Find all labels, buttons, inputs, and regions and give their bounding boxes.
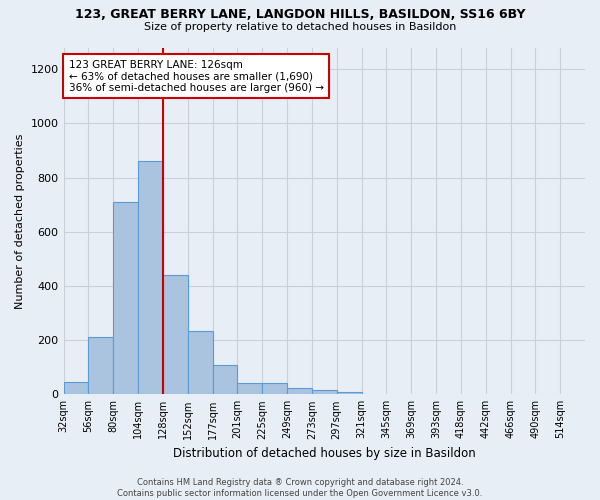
Bar — [88, 338, 113, 394]
Bar — [238, 382, 262, 394]
Bar — [262, 383, 287, 394]
X-axis label: Distribution of detached houses by size in Basildon: Distribution of detached houses by size … — [173, 447, 476, 460]
Text: 123, GREAT BERRY LANE, LANGDON HILLS, BASILDON, SS16 6BY: 123, GREAT BERRY LANE, LANGDON HILLS, BA… — [75, 8, 525, 20]
Bar — [287, 388, 312, 394]
Bar — [188, 332, 212, 394]
Bar — [113, 202, 138, 394]
Bar — [312, 390, 337, 394]
Bar — [337, 392, 362, 394]
Text: Contains HM Land Registry data ® Crown copyright and database right 2024.
Contai: Contains HM Land Registry data ® Crown c… — [118, 478, 482, 498]
Bar — [212, 366, 238, 394]
Text: Size of property relative to detached houses in Basildon: Size of property relative to detached ho… — [144, 22, 456, 32]
Text: 123 GREAT BERRY LANE: 126sqm
← 63% of detached houses are smaller (1,690)
36% of: 123 GREAT BERRY LANE: 126sqm ← 63% of de… — [68, 60, 323, 93]
Y-axis label: Number of detached properties: Number of detached properties — [15, 133, 25, 308]
Bar — [64, 382, 88, 394]
Bar — [163, 275, 188, 394]
Bar — [138, 162, 163, 394]
